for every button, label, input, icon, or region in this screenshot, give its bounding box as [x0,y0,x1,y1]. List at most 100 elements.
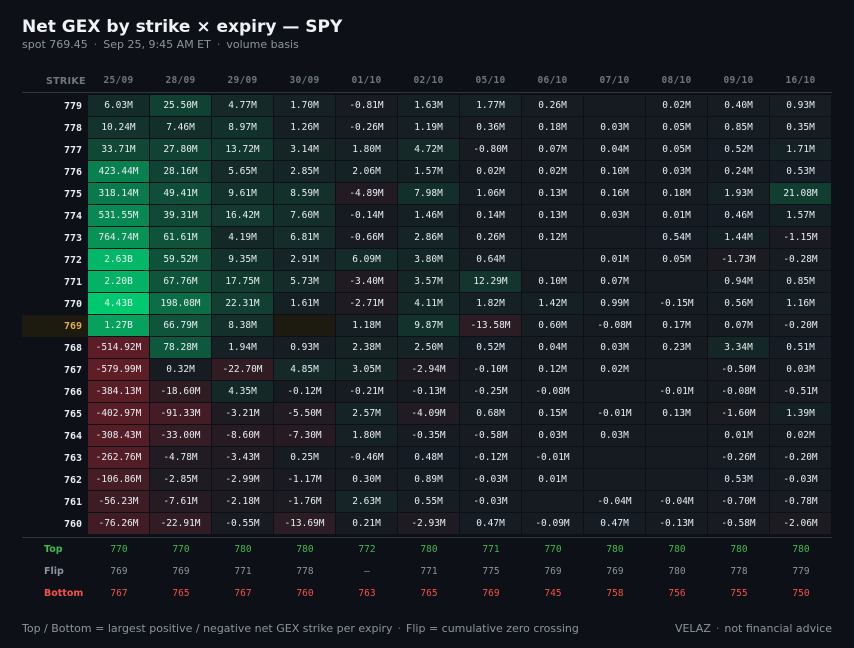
gex-cell: -2.99M [212,469,274,491]
spot-strike-row: 769 1.27B 66.79M 8.38M 1.18M 9.87M -13.58M 0.60… [22,315,832,337]
expiry-header: 02/10 [398,70,460,92]
gex-cell: -0.12M [460,447,522,469]
summary-value: 767 [234,587,252,599]
gex-cell: 0.07M [584,271,646,293]
gex-cell: 0.93M [274,337,336,359]
strike-column-header: STRIKE [46,75,86,87]
summary-value: 745 [544,587,562,599]
strike-row: 767 -579.99M 0.32M -22.70M 4.85M 3.05M -2.94M -… [22,359,832,381]
gex-cell: -0.66M [336,227,398,249]
gex-cell: -0.58M [708,513,770,535]
gex-cell: -0.01M [584,403,646,425]
summary-value: 775 [482,565,500,577]
strike-label: 770 [63,298,82,310]
gex-cell: 66.79M [150,315,212,337]
gex-cell: 1.39M [770,403,832,425]
expiry-header: 08/10 [646,70,708,92]
gex-cell: 0.52M [460,337,522,359]
gex-cell: 0.07M [522,139,584,161]
gex-cell: 0.54M [646,227,708,249]
gex-cell: -22.91M [150,513,212,535]
gex-cell [646,359,708,381]
footer-note-top-bottom: Top / Bottom = largest positive / negati… [22,622,393,635]
strike-label: 776 [63,166,82,178]
summary-row-bottom: Bottom 767 765 767 760 763 765 769 745 758 756 755 7… [22,582,832,604]
strike-label: 779 [63,100,82,112]
summary-value: 750 [792,587,810,599]
gex-cell: 423.44M [88,161,150,183]
gex-cell: 16.42M [212,205,274,227]
gex-cell: 2.63B [88,249,150,271]
gex-cell: 9.87M [398,315,460,337]
gex-cell: 531.55M [88,205,150,227]
gex-cell [522,491,584,513]
summary-value: 770 [110,543,128,555]
gex-cell: 6.81M [274,227,336,249]
gex-cell: -33.00M [150,425,212,447]
expiry-header: 05/10 [460,70,522,92]
summary-value: 780 [234,543,252,555]
gex-cell: 0.13M [522,183,584,205]
gex-cell: 0.30M [336,469,398,491]
gex-cell: -2.18M [212,491,274,513]
strike-label: 772 [63,254,82,266]
gex-cell: 0.07M [708,315,770,337]
strike-label: 764 [63,430,82,442]
chart-subtitle: spot 769.45 · Sep 25, 9:45 AM ET · volume ba… [22,38,299,51]
brand-name: VELAZ [674,622,711,635]
expiry-header: 29/09 [212,70,274,92]
summary-value: 769 [172,565,190,577]
gex-cell: -0.12M [274,381,336,403]
gex-cell: 2.06M [336,161,398,183]
gex-cell: 0.85M [708,117,770,139]
gex-cell: 1.63M [398,95,460,117]
gex-cell: 8.38M [212,315,274,337]
summary-value: 778 [296,565,314,577]
gex-cell: 2.38M [336,337,398,359]
gex-cell: 9.35M [212,249,274,271]
gex-cell: 33.71M [88,139,150,161]
gex-cell: 78.28M [150,337,212,359]
strike-label: 774 [63,210,82,222]
gex-cell: -5.50M [274,403,336,425]
gex-cell: 0.23M [646,337,708,359]
gex-cell: 2.50M [398,337,460,359]
summary-value: 765 [172,587,190,599]
gex-cell: 764.74M [88,227,150,249]
gex-cell: -2.93M [398,513,460,535]
separator-dot: · [397,622,402,635]
summary-row-flip: Flip 769 769 771 778 — 771 775 769 769 780 778 779 [22,560,832,582]
gex-cell: 1.19M [398,117,460,139]
strike-row: 765 -402.97M -91.33M -3.21M -5.50M 2.57M -4.09… [22,403,832,425]
summary-value: 771 [482,543,500,555]
gex-cell: 4.85M [274,359,336,381]
expiry-header: 16/10 [770,70,832,92]
gex-cell: 3.34M [708,337,770,359]
gex-cell: 28.16M [150,161,212,183]
strike-label: 768 [63,342,82,354]
summary-value: 756 [668,587,686,599]
strike-label: 765 [63,408,82,420]
gex-cell: 4.11M [398,293,460,315]
gex-cell: -262.76M [88,447,150,469]
gex-cell: 0.47M [460,513,522,535]
gex-cell: -7.30M [274,425,336,447]
strike-row: 761 -56.23M -7.61M -2.18M -1.76M 2.63M 0.55M -0… [22,491,832,513]
gex-cell: 3.57M [398,271,460,293]
gex-cell: 0.15M [522,403,584,425]
summary-value: 780 [606,543,624,555]
gex-cell: -0.20M [770,315,832,337]
gex-cell: 1.57M [398,161,460,183]
strike-label: 767 [63,364,82,376]
gex-cell: 3.80M [398,249,460,271]
summary-value: 771 [234,565,252,577]
gex-cell: -13.58M [460,315,522,337]
gex-cell: -56.23M [88,491,150,513]
strike-row: 770 4.43B 198.08M 22.31M 1.61M -2.71M 4.11M 1.8… [22,293,832,315]
gex-cell: -0.26M [708,447,770,469]
footer-note: Top / Bottom = largest positive / negati… [22,622,579,635]
gex-cell: 0.05M [646,139,708,161]
gex-cell: 0.99M [584,293,646,315]
gex-cell: -2.85M [150,469,212,491]
summary-value: 779 [792,565,810,577]
